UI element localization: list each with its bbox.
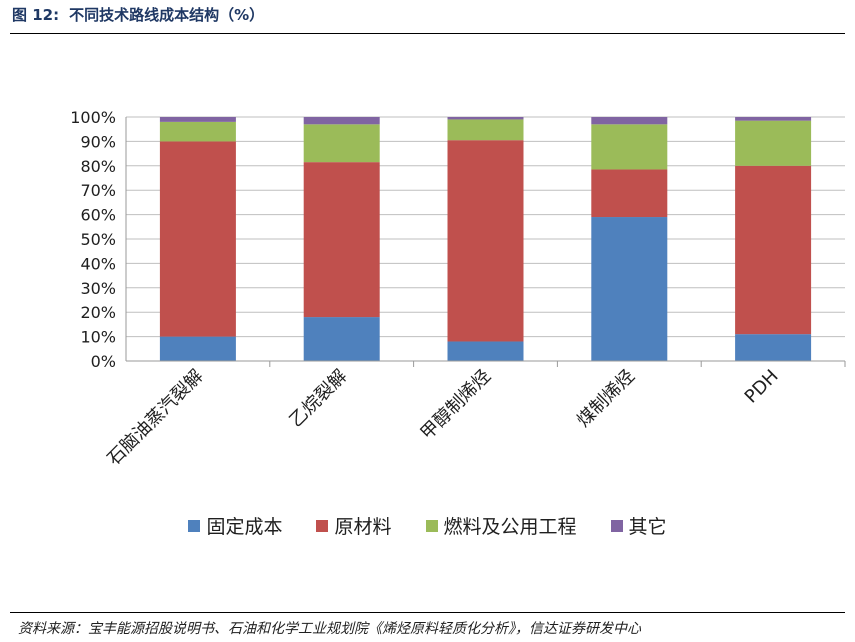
y-tick-label: 80% [80, 157, 116, 176]
legend-swatch [316, 519, 329, 532]
legend-swatch [188, 519, 201, 532]
figure-title-text: 不同技术路线成本结构（%） [69, 6, 265, 24]
legend-label: 原材料 [334, 516, 392, 538]
top-rule [10, 33, 845, 34]
bar-segment [303, 162, 380, 318]
y-tick-label: 70% [80, 181, 116, 200]
legend-label: 固定成本 [206, 516, 283, 538]
legend-item: 固定成本 [188, 512, 282, 539]
y-tick-label: 30% [80, 279, 116, 298]
category-label: 石脑油蒸汽裂解 [103, 366, 207, 470]
bar-segment [447, 119, 524, 141]
figure-number: 图 12: [12, 6, 60, 24]
y-tick-label: 20% [80, 303, 116, 322]
legend-item: 原材料 [316, 512, 392, 539]
bar-segment [303, 124, 380, 163]
category-label: 乙烷裂解 [285, 366, 351, 432]
y-tick-label: 40% [80, 254, 116, 273]
bar-segment [447, 117, 524, 120]
category-label: 煤制烯烃 [573, 366, 639, 432]
legend-swatch [610, 519, 623, 532]
y-tick-label: 60% [80, 206, 116, 225]
y-tick-label: 90% [80, 132, 116, 151]
legend-swatch [425, 519, 438, 532]
bar-segment [591, 169, 668, 218]
y-tick-label: 100% [70, 108, 116, 127]
bar-segment [735, 334, 812, 361]
bar-segment [303, 317, 380, 361]
bar-segment [159, 336, 236, 361]
bar-segment [591, 217, 668, 361]
source-note: 资料来源：宝丰能源招股说明书、石油和化学工业规划院《烯烃原料轻质化分析》，信达证… [18, 621, 641, 637]
chart-legend: 固定成本 原材料 燃料及公用工程 其它 [0, 512, 855, 539]
bar-segment [591, 124, 668, 170]
y-tick-label: 10% [80, 328, 116, 347]
bar-segment [447, 140, 524, 342]
bar-segment [735, 165, 812, 335]
bar-segment [447, 341, 524, 361]
legend-item: 燃料及公用工程 [425, 512, 577, 539]
legend-label: 燃料及公用工程 [443, 516, 577, 538]
bar-segment [159, 141, 236, 337]
bar-segment [159, 121, 236, 142]
y-tick-label: 0% [91, 352, 116, 371]
bar-segment [159, 117, 236, 122]
bar-segment [591, 117, 668, 125]
y-tick-label: 50% [80, 230, 116, 249]
bar-segment [735, 120, 812, 166]
bar-segment [735, 117, 812, 121]
bar-segment [303, 117, 380, 125]
legend-label: 其它 [628, 516, 667, 538]
figure-title: 图 12: 不同技术路线成本结构（%） [12, 4, 264, 25]
legend-item: 其它 [610, 512, 667, 539]
stacked-bar-chart: 0% 10% 20% 30% 40% 50% 60% 70% 80% 90% 100% 石脑油蒸汽裂解… [70, 108, 846, 470]
bottom-rule [10, 612, 845, 613]
category-label: PDH [741, 366, 783, 408]
category-label: 甲醇制烯烃 [417, 366, 495, 444]
